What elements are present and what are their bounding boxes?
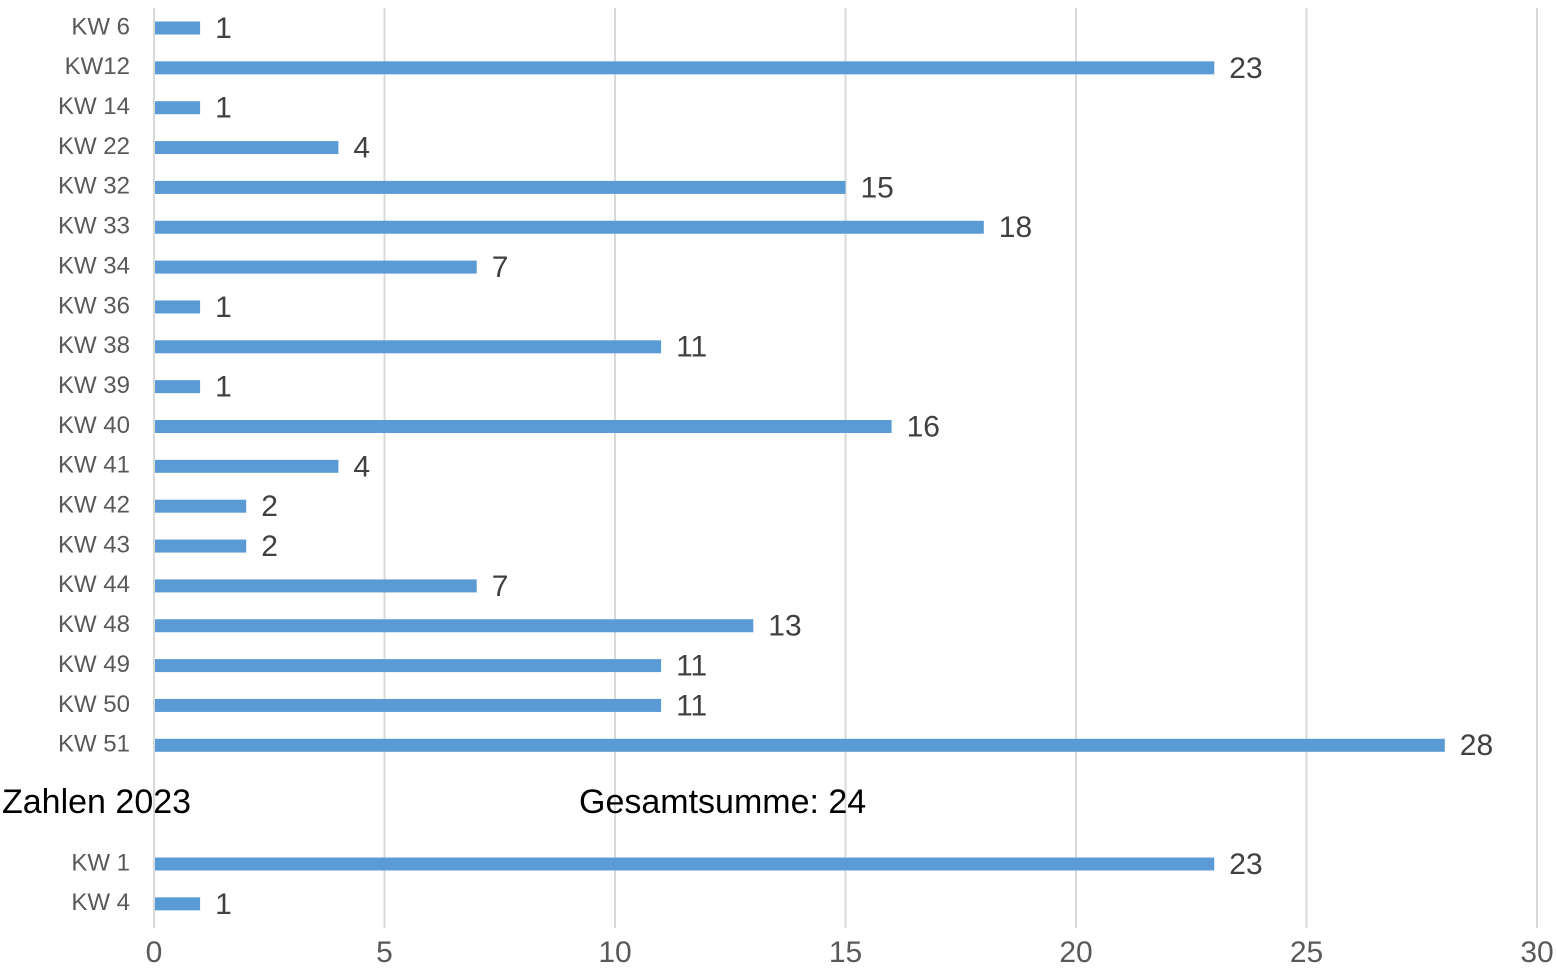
category-label: KW 4 [71, 889, 130, 916]
data-label: 11 [676, 689, 707, 722]
x-tick-label: 10 [598, 936, 631, 969]
data-label: 1 [215, 92, 232, 125]
data-label: 2 [261, 530, 278, 563]
data-label: 23 [1229, 848, 1262, 881]
x-tick-label: 25 [1290, 936, 1323, 969]
bar [155, 380, 201, 394]
bar [155, 619, 754, 633]
bar [155, 698, 662, 712]
data-label: 1 [215, 291, 232, 324]
bar [155, 499, 247, 513]
bar [155, 180, 846, 194]
bar [155, 101, 201, 115]
data-label: 4 [353, 450, 370, 483]
category-label: KW 1 [71, 849, 130, 876]
category-label: KW 44 [58, 571, 130, 598]
bar [155, 857, 1215, 871]
data-label: 15 [861, 171, 894, 204]
data-label: 13 [768, 610, 801, 643]
bars [155, 21, 1445, 911]
bar [155, 579, 477, 593]
category-label: KW 50 [58, 691, 130, 718]
data-label: 11 [676, 331, 707, 364]
data-label: 7 [492, 570, 509, 603]
section-header-right: Gesamtsumme: 24 [579, 783, 866, 821]
data-label: 11 [676, 650, 707, 683]
bar [155, 539, 247, 553]
x-tick-label: 0 [146, 936, 163, 969]
category-label: KW12 [65, 53, 130, 80]
bar [155, 61, 1215, 75]
data-label: 18 [999, 211, 1032, 244]
data-label: 28 [1460, 729, 1493, 762]
category-label: KW 22 [58, 133, 130, 160]
category-label: KW 32 [58, 173, 130, 200]
bar [155, 340, 662, 354]
category-label: KW 34 [58, 252, 130, 279]
x-tick-label: 30 [1520, 936, 1553, 969]
x-tick-label: 20 [1059, 936, 1092, 969]
gridlines [153, 8, 1538, 928]
category-label: KW 40 [58, 412, 130, 439]
data-label: 1 [215, 371, 232, 404]
x-tick-label: 5 [376, 936, 393, 969]
bar [155, 738, 1445, 752]
bar [155, 420, 892, 433]
category-label: KW 49 [58, 651, 130, 678]
data-label: 7 [492, 251, 509, 284]
category-label: KW 38 [58, 332, 130, 359]
category-label: KW 36 [58, 292, 130, 319]
category-label: KW 6 [71, 13, 130, 40]
labels: Zahlen 2023 Gesamtsumme: 24 0 5 10 15 20 25 30… [2, 12, 1554, 969]
bar [155, 300, 201, 314]
bar [155, 260, 477, 274]
category-label: KW 48 [58, 611, 130, 638]
bar [155, 220, 984, 234]
bar [155, 141, 339, 155]
bar [155, 659, 662, 673]
data-label: 16 [907, 410, 940, 443]
category-label: KW 33 [58, 213, 130, 240]
data-label: 1 [215, 12, 232, 45]
data-label: 1 [215, 888, 232, 921]
data-label: 2 [261, 490, 278, 523]
data-label: 23 [1229, 52, 1262, 85]
category-label: KW 51 [58, 731, 130, 758]
bar [155, 897, 201, 911]
data-label: 4 [353, 131, 370, 164]
category-label: KW 41 [58, 452, 130, 479]
bar [155, 21, 201, 35]
section-header-left: Zahlen 2023 [2, 783, 191, 821]
bar [155, 459, 339, 473]
category-label: KW 42 [58, 492, 130, 519]
category-label: KW 39 [58, 372, 130, 399]
x-tick-label: 15 [829, 936, 862, 969]
category-label: KW 14 [58, 93, 130, 120]
category-label: KW 43 [58, 531, 130, 558]
